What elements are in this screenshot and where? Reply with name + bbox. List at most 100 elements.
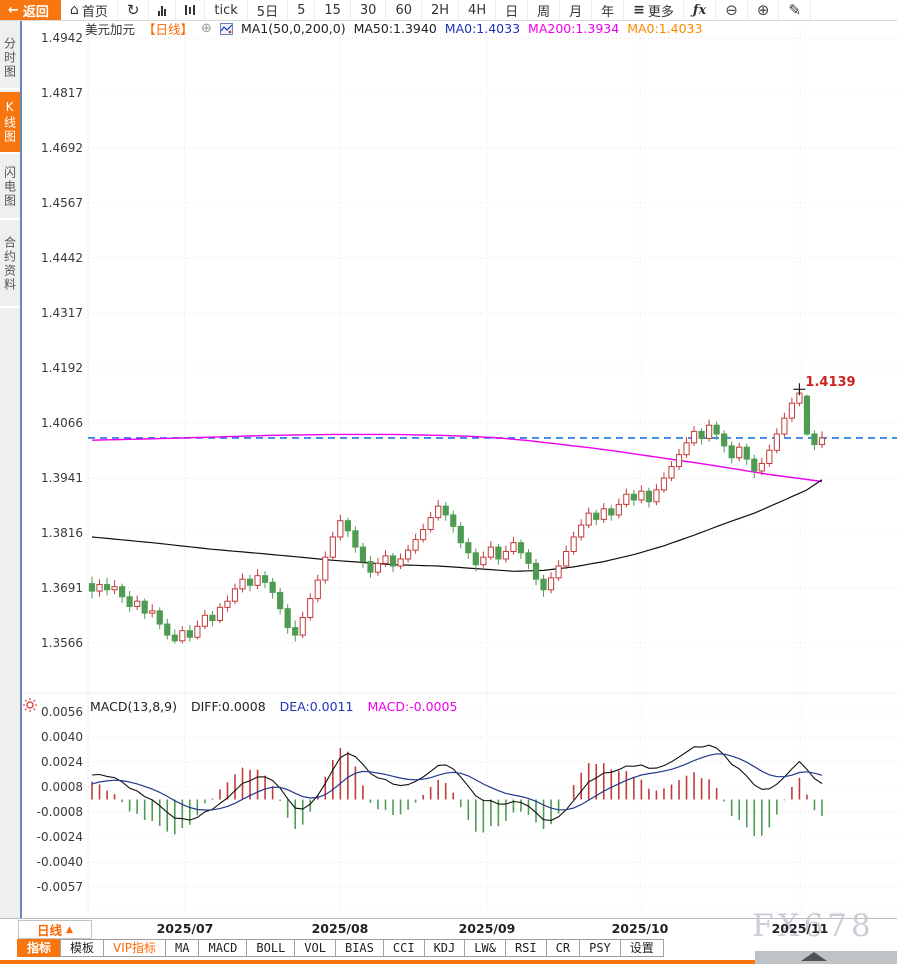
x-axis-label: 2025/11	[771, 921, 829, 936]
toolbar-item-home[interactable]: ⌂ 首页	[61, 0, 118, 20]
macd-macd-value: MACD:-0.0005	[367, 699, 458, 714]
price-axis-label: 1.3566	[41, 636, 83, 650]
toolbar-item-refresh[interactable]: ↻	[118, 0, 150, 20]
x-axis-label: 2025/09	[458, 921, 516, 936]
scrollbar-up-arrow-icon	[801, 952, 827, 961]
tab-指标[interactable]: 指标	[17, 939, 62, 957]
high-price-annotation: 1.4139	[805, 375, 856, 391]
sidebar-item-4[interactable]: 合约资料	[0, 222, 20, 308]
tab-BIAS[interactable]: BIAS	[334, 939, 384, 957]
horizontal-scrollbar[interactable]	[755, 951, 897, 964]
price-axis-label: 1.4442	[41, 251, 83, 265]
bar-chart-icon	[158, 5, 167, 16]
tab-MACD[interactable]: MACD	[198, 939, 248, 957]
tab-LW&[interactable]: LW&	[464, 939, 506, 957]
toolbar-item-day[interactable]: 日	[496, 0, 529, 20]
macd-axis-label: 0.0040	[41, 730, 83, 744]
macd-axis-label: 0.0056	[41, 705, 83, 719]
toolbar-item-year[interactable]: 年	[592, 0, 625, 20]
back-button[interactable]: ← 返回	[0, 0, 61, 20]
price-axis-label: 1.4192	[41, 361, 83, 375]
macd-axis-label: 0.0008	[41, 780, 83, 794]
x-axis-label: 2025/07	[156, 921, 214, 936]
x-axis-label: 2025/10	[611, 921, 669, 936]
tab-PSY[interactable]: PSY	[579, 939, 621, 957]
tab-VOL[interactable]: VOL	[294, 939, 336, 957]
tab-MA[interactable]: MA	[165, 939, 200, 957]
price-axis-label: 1.4692	[41, 141, 83, 155]
sidebar: 分时图 K线图 闪电图 合约资料	[0, 20, 22, 918]
toolbar-item-more[interactable]: ≡ 更多	[624, 0, 684, 20]
macd-axis-label: -0.0040	[36, 855, 83, 869]
indicator-tabs: 指标 模板 VIP指标 MA MACD BOLL VOL BIAS CCI KDJ LW& RSI CR…	[17, 939, 664, 957]
macd-axis-label: 0.0024	[41, 755, 83, 769]
pencil-icon: ✎	[788, 0, 801, 19]
price-axis-label: 1.3816	[41, 526, 83, 540]
toolbar-item-draw[interactable]: ✎	[779, 0, 811, 20]
ma0-blue-value: MA0:1.4033	[444, 21, 521, 36]
toolbar-item-m30[interactable]: 30	[351, 0, 387, 20]
sidebar-item-1[interactable]: 分时图	[0, 28, 20, 90]
back-arrow-icon: ←	[8, 2, 19, 18]
menu-icon: ≡	[633, 2, 645, 18]
symbol-name: 美元加元	[85, 22, 136, 37]
macd-axis-label: -0.0024	[36, 830, 83, 844]
ma-settings: MA1(50,0,200,0)	[240, 21, 346, 36]
toolbar-item-zoom-in[interactable]: ⊕	[748, 0, 780, 20]
macd-title: MACD(13,8,9)	[90, 699, 177, 714]
period-label: 【日线】	[143, 22, 194, 37]
fx678-watermark: FX678	[752, 908, 875, 944]
chart-header: 美元加元 【日线】 ⊕ MA1(50,0,200,0) MA50:1.3940 …	[85, 21, 702, 37]
price-axis-label: 1.4942	[41, 31, 83, 45]
sidebar-item-3[interactable]: 闪电图	[0, 156, 20, 220]
toolbar-item-week[interactable]: 周	[528, 0, 561, 20]
toolbar-item-month[interactable]: 月	[560, 0, 593, 20]
sidebar-item-2[interactable]: K线图	[0, 92, 20, 154]
indicator-settings-sun-icon[interactable]	[22, 697, 38, 713]
ma200-value: MA200:1.3934	[528, 21, 620, 36]
time-axis-strip	[0, 918, 897, 939]
tab-BOLL[interactable]: BOLL	[246, 939, 296, 957]
bottom-accent-bar	[0, 960, 897, 964]
home-icon: ⌂	[69, 2, 79, 18]
zoom-out-icon: ⊖	[725, 0, 738, 19]
price-axis-label: 1.4066	[41, 416, 83, 430]
tab-RSI[interactable]: RSI	[504, 939, 547, 957]
price-axis-label: 1.4567	[41, 196, 83, 210]
toolbar-item-bar-chart[interactable]	[149, 0, 177, 20]
toolbar-item-2h[interactable]: 2H	[422, 0, 460, 20]
macd-axis-label: -0.0008	[36, 805, 83, 819]
price-axis-label: 1.4317	[41, 306, 83, 320]
toolbar-item-tick[interactable]: tick	[205, 0, 248, 20]
toolbar-item-m15[interactable]: 15	[315, 0, 351, 20]
period-selector[interactable]: 日线 ▲	[18, 920, 92, 939]
macd-dea-value: DEA:0.0011	[279, 699, 354, 714]
tab-KDJ[interactable]: KDJ	[423, 939, 466, 957]
x-axis-label: 2025/08	[311, 921, 369, 936]
tab-设置[interactable]: 设置	[619, 939, 664, 957]
zoom-in-icon: ⊕	[756, 0, 770, 19]
price-axis-label: 1.3691	[41, 581, 83, 595]
price-axis-label: 1.3941	[41, 471, 83, 485]
toolbar-item-kline[interactable]	[176, 0, 206, 20]
toolbar-item-zoom-out[interactable]: ⊖	[716, 0, 748, 20]
fx-icon: ƒx	[692, 2, 707, 18]
macd-header: MACD(13,8,9) DIFF:0.0008 DEA:0.0011 MACD…	[90, 699, 457, 714]
refresh-icon: ↻	[126, 0, 140, 19]
toolbar-item-5d[interactable]: 5日	[248, 0, 289, 20]
toolbar-item-m5[interactable]: 5	[288, 0, 316, 20]
toolbar: ← 返回 ⌂ 首页 ↻ tick 5日 5 15 30 60 2H 4H 日周月年 ≡ 更多 ƒx ⊖ ⊕ ✎	[0, 0, 897, 21]
tab-VIP指标[interactable]: VIP指标	[103, 939, 167, 957]
toolbar-item-4h[interactable]: 4H	[459, 0, 497, 20]
toolbar-item-fx[interactable]: ƒx	[684, 0, 717, 20]
tab-CCI[interactable]: CCI	[382, 939, 425, 957]
add-indicator-icon[interactable]: ⊕	[201, 21, 212, 36]
macd-diff-value: DIFF:0.0008	[190, 699, 266, 714]
tab-CR[interactable]: CR	[545, 939, 581, 957]
toolbar-item-m60[interactable]: 60	[386, 0, 422, 20]
mini-chart-icon	[219, 22, 233, 35]
period-selector-label: 日线	[37, 923, 63, 938]
tab-模板[interactable]: 模板	[60, 939, 105, 957]
